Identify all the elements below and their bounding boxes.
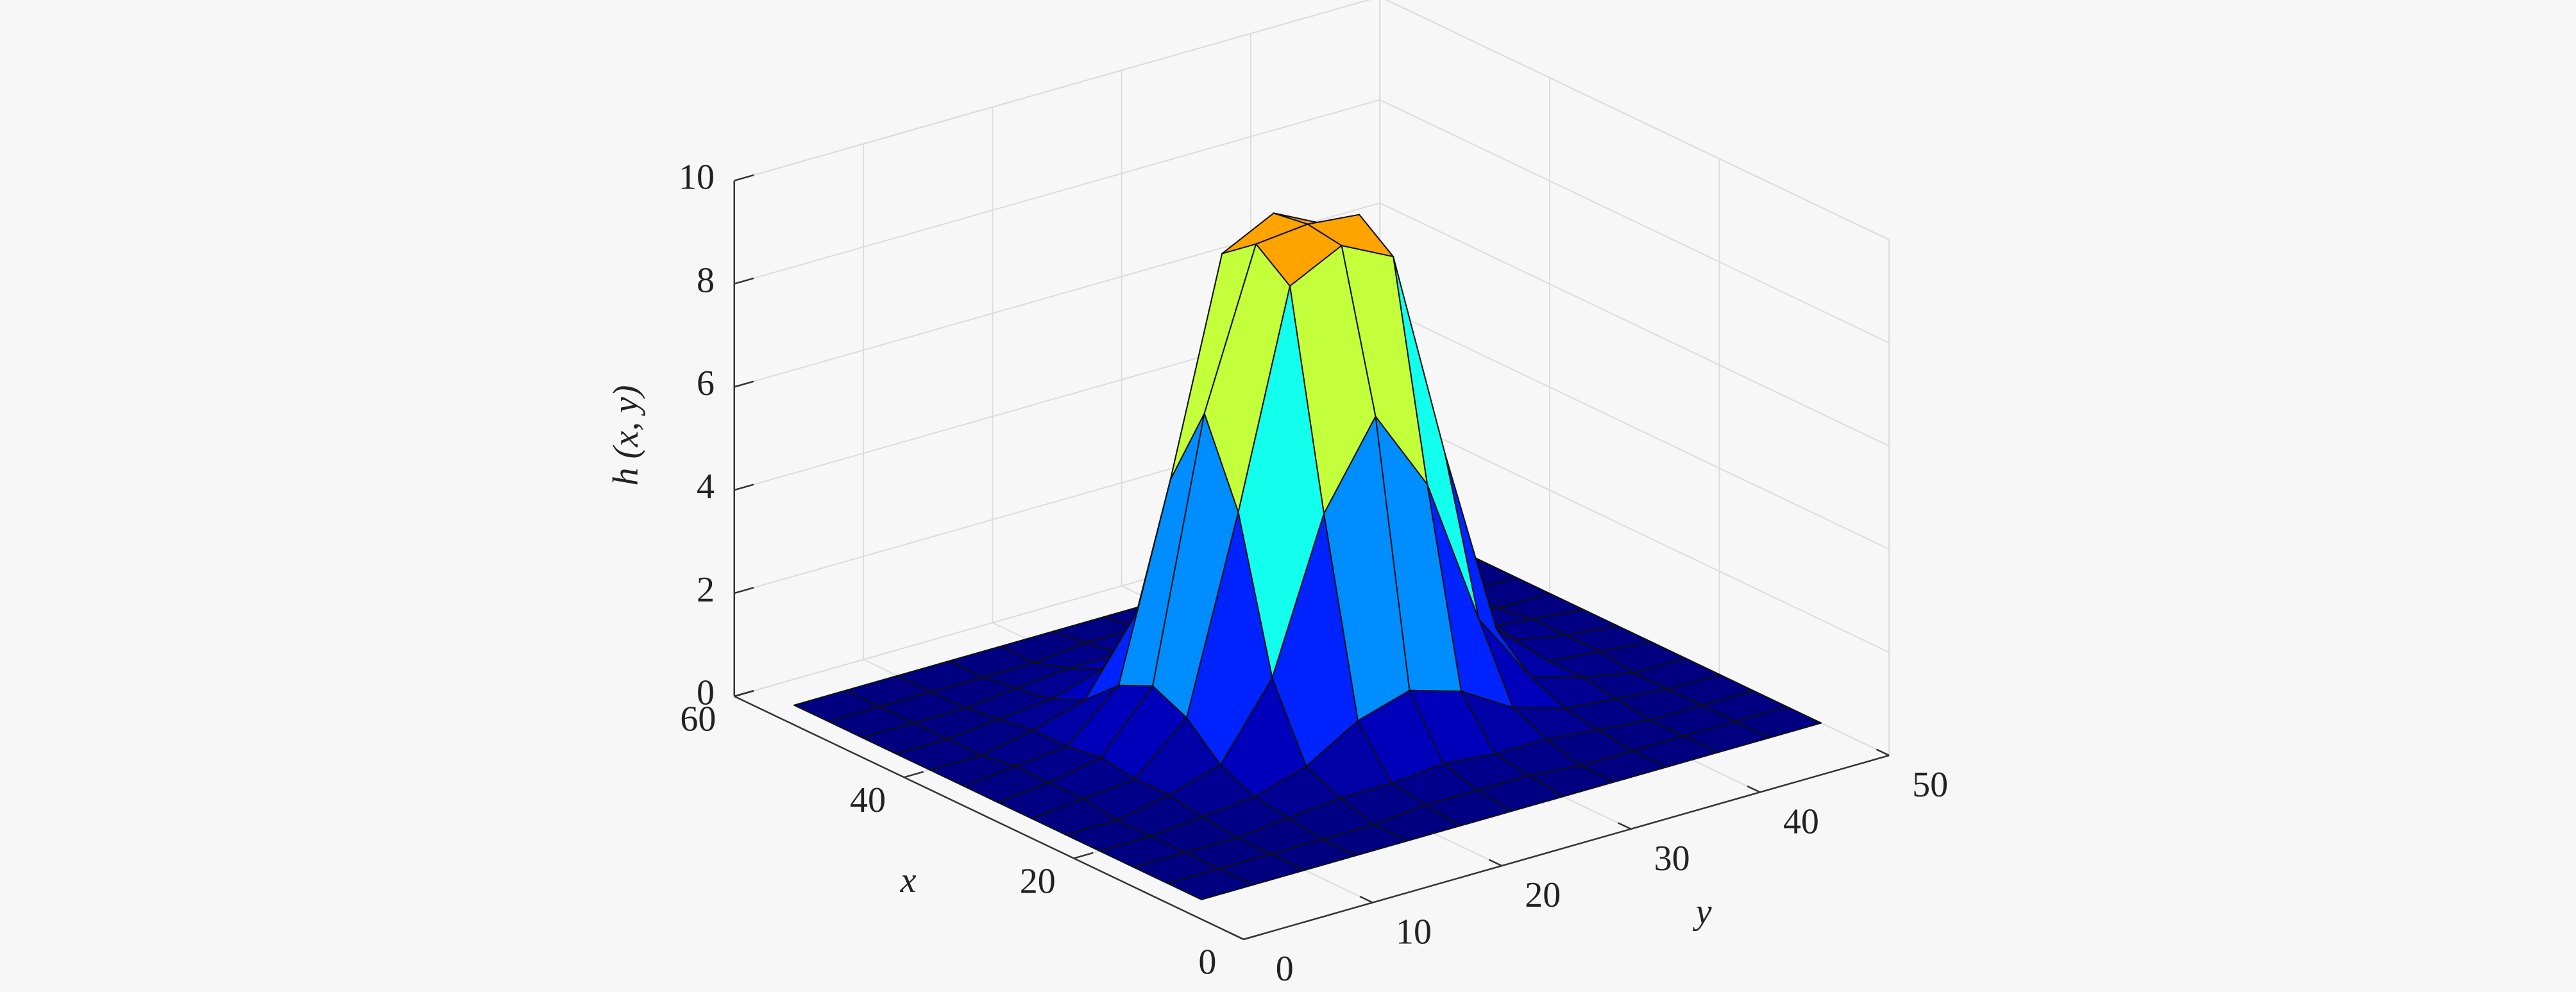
y-tick-label: 30 bbox=[1654, 839, 1690, 879]
y-tick bbox=[1359, 895, 1373, 904]
z-tick bbox=[734, 277, 754, 285]
grid-line bbox=[1379, 99, 1890, 344]
box-edge bbox=[734, 0, 1371, 181]
y-tick-label: 50 bbox=[1912, 765, 1948, 805]
z-tick-label: 10 bbox=[679, 158, 715, 198]
z-tick bbox=[734, 174, 754, 181]
x-tick bbox=[1243, 933, 1264, 941]
z-tick-label: 4 bbox=[697, 467, 715, 507]
y-axis-label: y bbox=[1693, 892, 1712, 932]
x-axis-label: x bbox=[900, 861, 917, 900]
grid-line bbox=[1379, 305, 1890, 550]
z-tick-label: 8 bbox=[697, 260, 715, 300]
y-tick bbox=[1230, 932, 1244, 941]
x-tick-label: 0 bbox=[1198, 943, 1216, 982]
x-tick bbox=[904, 771, 924, 778]
surface bbox=[793, 212, 1822, 900]
grid-line bbox=[1379, 408, 1890, 653]
z-axis-label: h (x, y) bbox=[606, 385, 646, 485]
box-edge bbox=[1385, 0, 1890, 240]
y-tick-label: 40 bbox=[1783, 802, 1819, 841]
z-tick bbox=[734, 380, 754, 388]
grid-line bbox=[734, 99, 1380, 285]
y-axis bbox=[1243, 754, 1890, 941]
y-tick bbox=[1876, 748, 1890, 757]
z-tick-label: 6 bbox=[697, 364, 715, 403]
z-tick bbox=[734, 587, 754, 594]
z-tick-label: 2 bbox=[697, 570, 715, 610]
y-tick-label: 20 bbox=[1525, 875, 1561, 915]
x-axis bbox=[734, 695, 1244, 941]
z-tick-label: 0 bbox=[697, 673, 715, 713]
x-tick bbox=[1073, 852, 1094, 859]
y-tick bbox=[1618, 822, 1632, 830]
z-tick bbox=[734, 483, 754, 491]
y-tick bbox=[1488, 859, 1502, 867]
surface-patch bbox=[1167, 868, 1254, 900]
x-tick-label: 20 bbox=[1020, 861, 1056, 901]
y-tick bbox=[1747, 785, 1761, 793]
y-tick-label: 0 bbox=[1276, 949, 1294, 989]
x-tick-label: 60 bbox=[680, 700, 716, 739]
grid-line bbox=[1379, 202, 1890, 447]
z-tick bbox=[734, 690, 754, 698]
x-tick-label: 40 bbox=[850, 780, 886, 820]
y-tick-label: 10 bbox=[1396, 912, 1432, 952]
